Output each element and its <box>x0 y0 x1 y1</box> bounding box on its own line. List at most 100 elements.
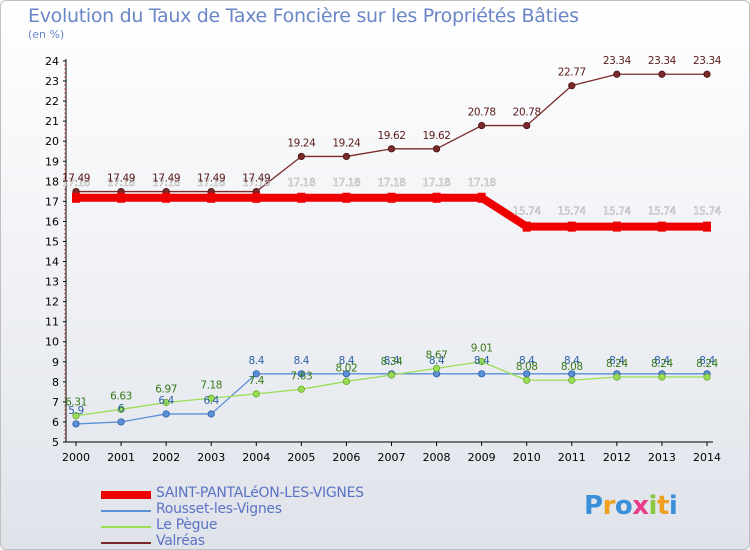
y-tick-label: 7 <box>52 396 59 409</box>
data-point <box>657 221 666 232</box>
data-label: 17.18 <box>287 177 315 189</box>
data-label: 8.4 <box>474 355 490 367</box>
data-label: 23.34 <box>648 55 677 67</box>
data-label: 8.67 <box>426 349 448 361</box>
data-label: 19.24 <box>332 137 361 149</box>
data-label: 17.49 <box>107 173 135 185</box>
logo-letter: i <box>668 491 678 521</box>
y-tick-label: 16 <box>45 215 59 228</box>
data-point <box>342 377 351 386</box>
data-label: 22.77 <box>558 67 586 79</box>
data-point <box>117 418 125 426</box>
data-label: 17.18 <box>377 177 405 189</box>
data-label: 8.08 <box>561 361 583 373</box>
y-tick-label: 8 <box>52 376 59 389</box>
data-point <box>523 121 531 130</box>
y-tick-label: 13 <box>45 276 59 289</box>
data-point <box>297 192 306 203</box>
data-label: 17.18 <box>107 177 135 189</box>
x-tick-label: 2002 <box>152 451 180 464</box>
data-label: 17.18 <box>62 177 90 189</box>
data-label: 17.18 <box>468 177 496 189</box>
data-label: 19.24 <box>287 137 316 149</box>
y-tick-label: 15 <box>45 235 59 248</box>
data-label: 8.02 <box>336 362 358 374</box>
data-label: 6.63 <box>110 390 132 402</box>
legend-swatch <box>101 510 151 512</box>
legend-item: Le Pègue <box>101 517 421 535</box>
x-tick-label: 2000 <box>62 451 90 464</box>
data-label: 8.08 <box>516 361 538 373</box>
data-label: 23.34 <box>693 55 722 67</box>
data-label: 9.01 <box>471 343 493 355</box>
legend-swatch <box>101 542 151 544</box>
data-label: 17.18 <box>197 177 225 189</box>
logo-letter: x <box>632 491 649 521</box>
y-tick-label: 9 <box>52 356 59 369</box>
data-point <box>523 376 531 384</box>
data-point <box>72 420 80 428</box>
legend-item: Rousset-les-Vignes <box>101 501 421 519</box>
x-tick-label: 2008 <box>423 451 451 464</box>
data-point <box>162 410 170 418</box>
data-point <box>432 364 441 373</box>
data-label: 17.18 <box>423 177 451 189</box>
data-point <box>703 373 711 381</box>
chart-title: Evolution du Taux de Taxe Foncière sur l… <box>28 5 579 27</box>
y-tick-label: 12 <box>45 296 59 309</box>
data-point <box>478 370 486 378</box>
x-tick-label: 2001 <box>107 451 135 464</box>
data-point <box>613 373 621 381</box>
data-label: 7.63 <box>290 370 312 382</box>
x-tick-label: 2010 <box>513 451 541 464</box>
y-tick-label: 23 <box>45 75 59 88</box>
y-tick-label: 19 <box>45 155 59 168</box>
y-tick-label: 20 <box>45 135 59 148</box>
logo-letter: o <box>614 491 633 521</box>
logo-letter: P <box>584 491 603 521</box>
data-label: 8.4 <box>564 355 580 367</box>
series-2 <box>72 357 711 420</box>
data-label: 8.4 <box>609 355 625 367</box>
x-tick-label: 2011 <box>558 451 586 464</box>
chart-unit-label: (en %) <box>28 28 65 41</box>
legend-swatch <box>101 526 151 528</box>
x-tick-label: 2009 <box>468 451 496 464</box>
data-point <box>207 192 216 203</box>
data-label: 17.49 <box>62 173 90 185</box>
series-0 <box>72 192 711 232</box>
data-point <box>117 192 126 203</box>
data-label: 6 <box>118 403 125 415</box>
data-label: 17.49 <box>152 173 180 185</box>
legend-item: SAINT-PANTALéON-LES-VIGNES <box>101 485 421 503</box>
data-point <box>297 370 305 378</box>
data-label: 19.62 <box>423 130 451 142</box>
y-tick-label: 6 <box>52 416 59 429</box>
data-label: 15.74 <box>648 206 677 218</box>
data-label: 8.34 <box>381 356 403 368</box>
data-point <box>297 385 305 393</box>
data-point <box>252 192 261 203</box>
data-label: 6.4 <box>158 395 174 407</box>
data-point <box>703 221 711 232</box>
data-label: 15.74 <box>603 206 632 218</box>
data-point <box>658 70 666 78</box>
data-point <box>432 192 441 203</box>
data-point <box>478 121 486 130</box>
legend-label: Rousset-les-Vignes <box>156 501 282 517</box>
y-tick-label: 10 <box>45 336 59 349</box>
x-tick-label: 2013 <box>648 451 676 464</box>
data-label: 7.4 <box>249 375 265 387</box>
data-point <box>477 192 486 203</box>
data-label: 17.49 <box>197 173 225 185</box>
data-point <box>342 192 351 203</box>
data-point <box>162 398 170 407</box>
x-tick-label: 2004 <box>242 451 270 464</box>
y-tick-label: 21 <box>45 115 59 128</box>
data-point <box>342 370 351 378</box>
x-tick-label: 2007 <box>378 451 406 464</box>
logo-letter: r <box>602 491 616 521</box>
legend-label: Valréas <box>156 533 205 549</box>
data-label: 20.78 <box>513 107 541 119</box>
data-point <box>117 405 125 413</box>
